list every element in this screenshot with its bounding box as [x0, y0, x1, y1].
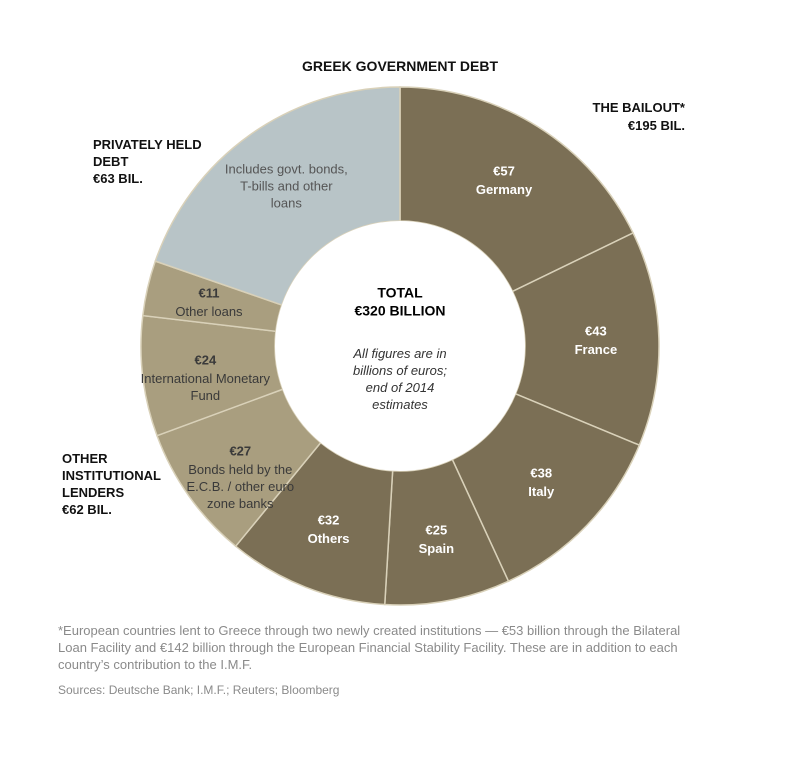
group-name: THE BAILOUT* [592, 100, 685, 115]
value-label: €27 [229, 443, 252, 459]
category-label: Includes govt. bonds, T-bills and other … [224, 161, 348, 211]
donut-hole [275, 221, 525, 471]
group-total: €62 BIL. [62, 502, 112, 517]
value-label: €25 [425, 522, 448, 538]
category-label: International Monetary Fund [140, 371, 271, 404]
value-label: €38 [530, 465, 553, 481]
category-label: Italy [528, 483, 555, 499]
value-label: €24 [194, 352, 217, 368]
category-label: France [574, 342, 618, 358]
value-label: €43 [585, 323, 607, 339]
value-label: €32 [317, 512, 340, 528]
category-label: Bonds held by the E.C.B. / other euro zo… [186, 461, 295, 511]
group-total: €63 BIL. [93, 171, 143, 186]
sources: Sources: Deutsche Bank; I.M.F.; Reuters;… [58, 683, 340, 697]
value-label: €57 [493, 163, 515, 179]
group-name: OTHER INSTITUTIONAL LENDERS [62, 451, 161, 500]
center-title: TOTAL [377, 284, 423, 301]
value-label: €11 [198, 285, 220, 301]
chart-title: GREEK GOVERNMENT DEBT [301, 58, 498, 74]
center-note: All figures are in billions of euros; en… [353, 346, 447, 412]
center-total: €320 BILLION [354, 302, 446, 319]
group-name: PRIVATELY HELD DEBT [93, 137, 202, 169]
category-label: Germany [475, 181, 533, 197]
category-label: Spain [418, 540, 455, 556]
category-label: Others [307, 530, 350, 546]
group-total: €195 BIL. [627, 118, 685, 133]
category-label: Other loans [175, 304, 243, 320]
footnote: *European countries lent to Greece throu… [58, 623, 681, 672]
